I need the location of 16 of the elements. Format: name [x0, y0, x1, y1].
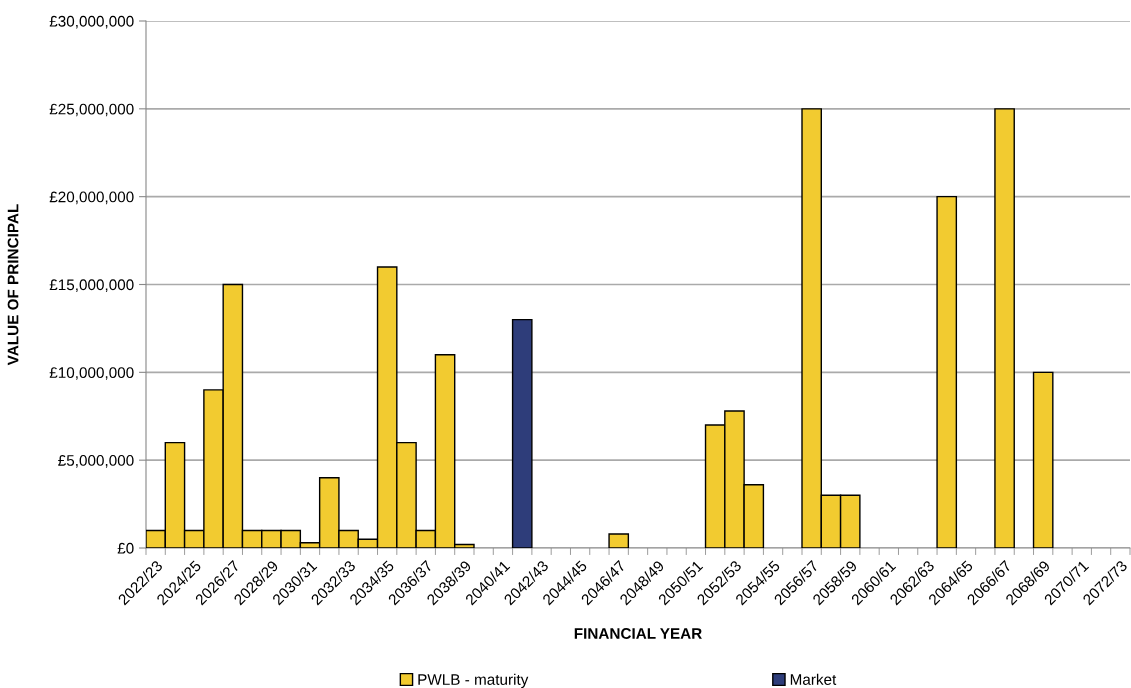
x-axis-title: FINANCIAL YEAR: [574, 628, 702, 639]
legend-label: Market: [790, 673, 837, 685]
y-tick-label: £20,000,000: [49, 191, 134, 205]
bar: [936, 195, 958, 548]
bar: [608, 533, 630, 548]
bar: [994, 108, 1015, 548]
y-axis-title: VALUE OF PRINCIPAL: [7, 204, 19, 366]
y-tick-label: £5,000,000: [58, 455, 134, 468]
y-tick-label: £15,000,000: [49, 279, 134, 292]
bar: [511, 318, 533, 548]
bar: [1032, 371, 1054, 548]
y-tick-label: £10,000,000: [49, 367, 134, 380]
y-tick-label: £0: [117, 542, 134, 554]
y-tick-label: £30,000,000: [49, 15, 134, 29]
legend-label: PWLB - maturity: [418, 673, 529, 688]
y-tick-label: £25,000,000: [49, 103, 134, 117]
